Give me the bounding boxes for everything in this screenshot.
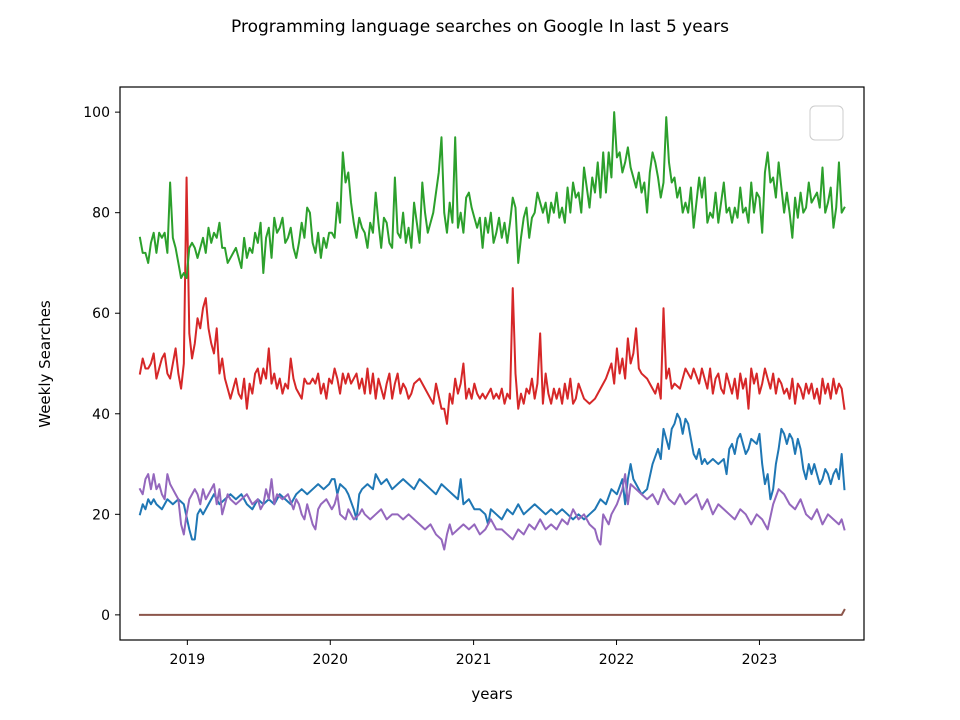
y-tick-label: 40 xyxy=(92,407,110,423)
y-tick-label: 0 xyxy=(101,608,110,624)
series-line-3 xyxy=(138,111,846,280)
y-tick-label: 60 xyxy=(92,306,110,322)
y-tick-label: 80 xyxy=(92,206,110,222)
x-tick-label: 2021 xyxy=(456,652,492,668)
series-line-1 xyxy=(138,412,846,541)
x-tick-label: 2019 xyxy=(170,652,206,668)
x-tick-label: 2020 xyxy=(312,652,348,668)
series-layer xyxy=(138,111,846,616)
chart-title: Programming language searches on Google … xyxy=(231,17,729,37)
y-tick-label: 20 xyxy=(92,507,110,523)
legend-box xyxy=(809,105,844,141)
y-axis-label: Weekly Searches xyxy=(36,300,54,428)
y-axis: 0 20 40 60 80 100 xyxy=(83,105,120,624)
x-tick-label: 2022 xyxy=(599,652,635,668)
x-axis: 2019 2020 2021 2022 2023 xyxy=(170,640,778,668)
x-tick-label: 2023 xyxy=(742,652,778,668)
plot-frame xyxy=(119,86,865,641)
y-tick-label: 100 xyxy=(83,105,110,121)
series-line-5 xyxy=(138,608,846,616)
series-line-2 xyxy=(138,176,846,425)
series-line-4 xyxy=(138,473,846,551)
x-axis-label: years xyxy=(471,685,512,703)
